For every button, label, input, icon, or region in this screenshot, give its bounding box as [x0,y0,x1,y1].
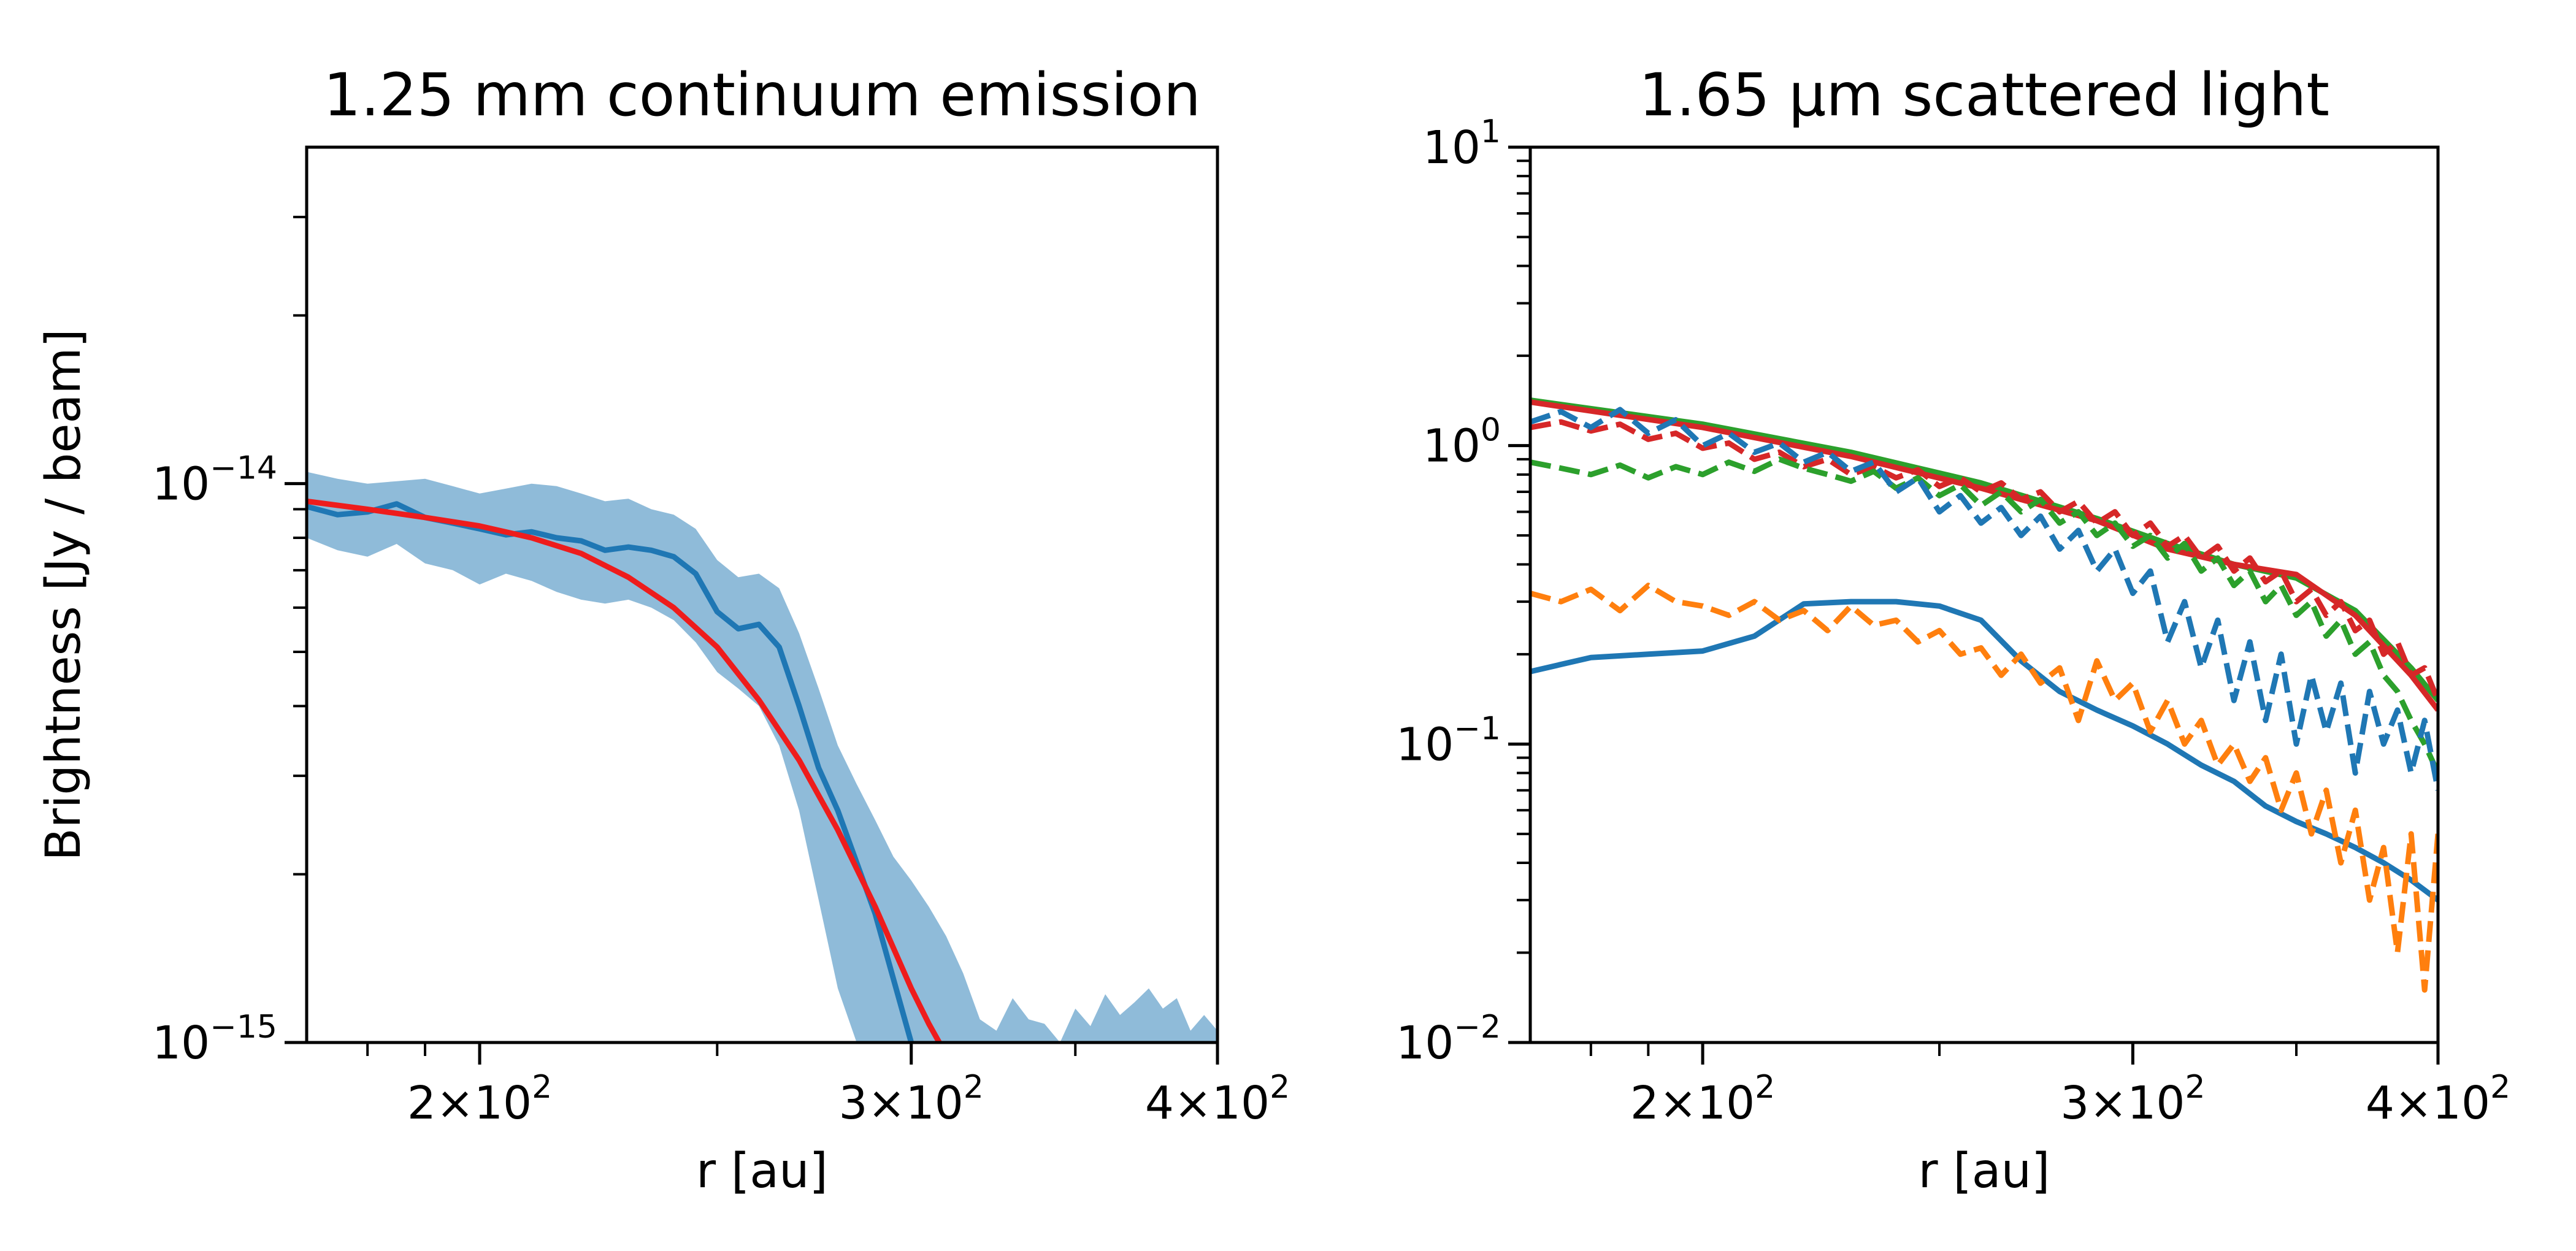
x-axis-label-continuum: r [au] [696,1144,828,1199]
y-tick-label: 10−14 [152,450,277,511]
x-axis-label-scattered: r [au] [1919,1144,2050,1199]
y-tick-label: 10−15 [152,1009,277,1069]
x-tick-label: 2×102 [407,1069,552,1130]
series-line-1-6 [1530,583,2438,993]
x-tick-label: 4×102 [1145,1069,1290,1130]
uncertainty-band-0-0 [307,472,1217,1042]
y-tick-label: 10−1 [1396,710,1501,771]
chart-title-continuum: 1.25 mm continuum emission [323,61,1201,129]
series-line-0-2 [307,498,942,1042]
ticks-continuum: 10−15 10−14 2×102 3×102 4×102 [152,215,1290,1130]
ticks-scattered: 10−2 10−1 100 101 2×102 3×102 4×102 [1396,113,2510,1130]
series-line-1-4 [1530,456,2438,775]
x-tick-label: 4×102 [2366,1069,2510,1130]
axes-frame-continuum [305,145,1219,1044]
y-tick-label: 10−2 [1396,1009,1501,1069]
series-line-1-5 [1530,407,2438,791]
plot-area-scattered [1530,397,2438,993]
series-line-1-2 [1530,599,2438,903]
x-tick-label: 3×102 [839,1069,984,1130]
series-line-1-1 [1530,399,2438,712]
chart-title-scattered: 1.65 μm scattered light [1639,61,2329,129]
axes-frame-scattered [1528,145,2440,1044]
x-tick-label: 3×102 [2060,1069,2205,1130]
series-line-1-3 [1530,419,2438,702]
plot-area-continuum [307,472,1217,1042]
y-axis-label-continuum: Brightness [Jy / beam] [36,329,91,860]
panel-scattered: 10−2 10−1 100 101 2×102 3×102 4×102 1.65 μm sc… [1396,61,2510,1199]
y-tick-label: 101 [1423,113,1501,174]
panel-continuum: 10−15 10−14 2×102 3×102 4×102 1.25 mm contin… [36,61,1290,1199]
x-tick-label: 2×102 [1630,1069,1775,1130]
y-tick-label: 100 [1423,412,1501,473]
